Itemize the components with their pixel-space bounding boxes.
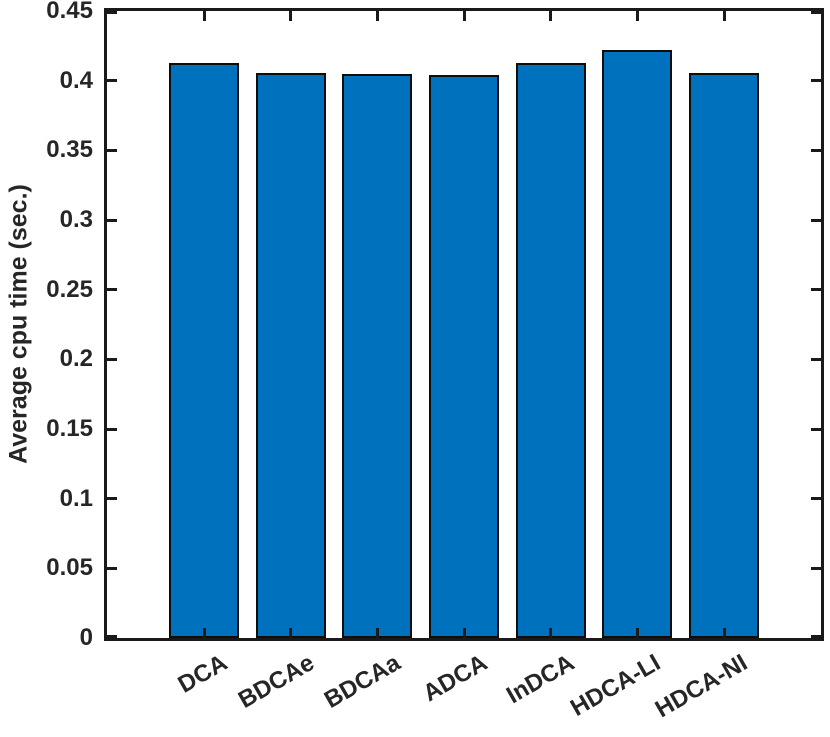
y-tick-left [107,288,117,292]
y-tick-label-0.2: 0.2 [59,345,93,373]
x-tick-label-DCA: DCA [173,649,232,699]
bar-ADCA [429,75,499,638]
x-tick-bottom [375,628,379,638]
y-tick-right [811,148,821,152]
y-tick-left [107,497,117,501]
y-tick-right [811,427,821,431]
x-tick-label-BDCAa: BDCAa [320,649,406,714]
y-tick-label-0.1: 0.1 [59,484,93,512]
x-tick-label-HDCA-NI: HDCA-NI [650,649,752,724]
y-tick-label-0.45: 0.45 [46,0,93,24]
y-tick-right [811,357,821,361]
x-tick-top [635,11,639,21]
y-tick-left [107,566,117,570]
x-tick-label-ADCA: ADCA [418,649,492,708]
x-tick-top [202,11,206,21]
y-tick-label-0.3: 0.3 [59,206,93,233]
y-tick-left [107,148,117,152]
y-tick-left [107,79,117,83]
y-tick-label-0.15: 0.15 [46,415,93,442]
y-tick-label-0: 0 [79,624,93,651]
x-tick-bottom [549,628,553,638]
y-tick-left [107,11,117,14]
x-tick-top [462,11,466,21]
y-tick-left [107,218,117,222]
x-tick-bottom [635,628,639,638]
x-tick-bottom [722,628,726,638]
y-tick-right [811,288,821,292]
bar-DCA [169,63,239,638]
bar-BDCAa [342,74,413,638]
plot-area [104,8,824,641]
x-tick-bottom [289,628,293,638]
y-tick-left [107,357,117,361]
bar-InDCA [515,63,586,638]
bar-BDCAe [255,73,326,638]
y-tick-right [811,566,821,570]
y-tick-right [811,497,821,501]
x-tick-bottom [202,628,206,638]
x-tick-top [722,11,726,21]
x-tick-label-HDCA-LI: HDCA-LI [566,649,666,722]
x-tick-top [549,11,553,21]
bar-HDCA-LI [602,50,673,638]
y-tick-left [107,635,117,638]
x-tick-top [289,11,293,21]
y-tick-label-0.4: 0.4 [59,66,93,94]
y-tick-label-0.25: 0.25 [46,275,93,303]
y-tick-label-0.05: 0.05 [46,554,93,582]
y-tick-right [811,635,821,638]
x-tick-top [375,11,379,21]
x-tick-bottom [462,628,466,638]
y-tick-right [811,11,821,14]
x-tick-label-BDCAe: BDCAe [233,649,319,714]
y-tick-right [811,218,821,222]
y-tick-label-0.35: 0.35 [46,136,93,164]
y-tick-left [107,427,117,431]
y-tick-right [811,79,821,83]
bar-HDCA-NI [689,73,759,638]
